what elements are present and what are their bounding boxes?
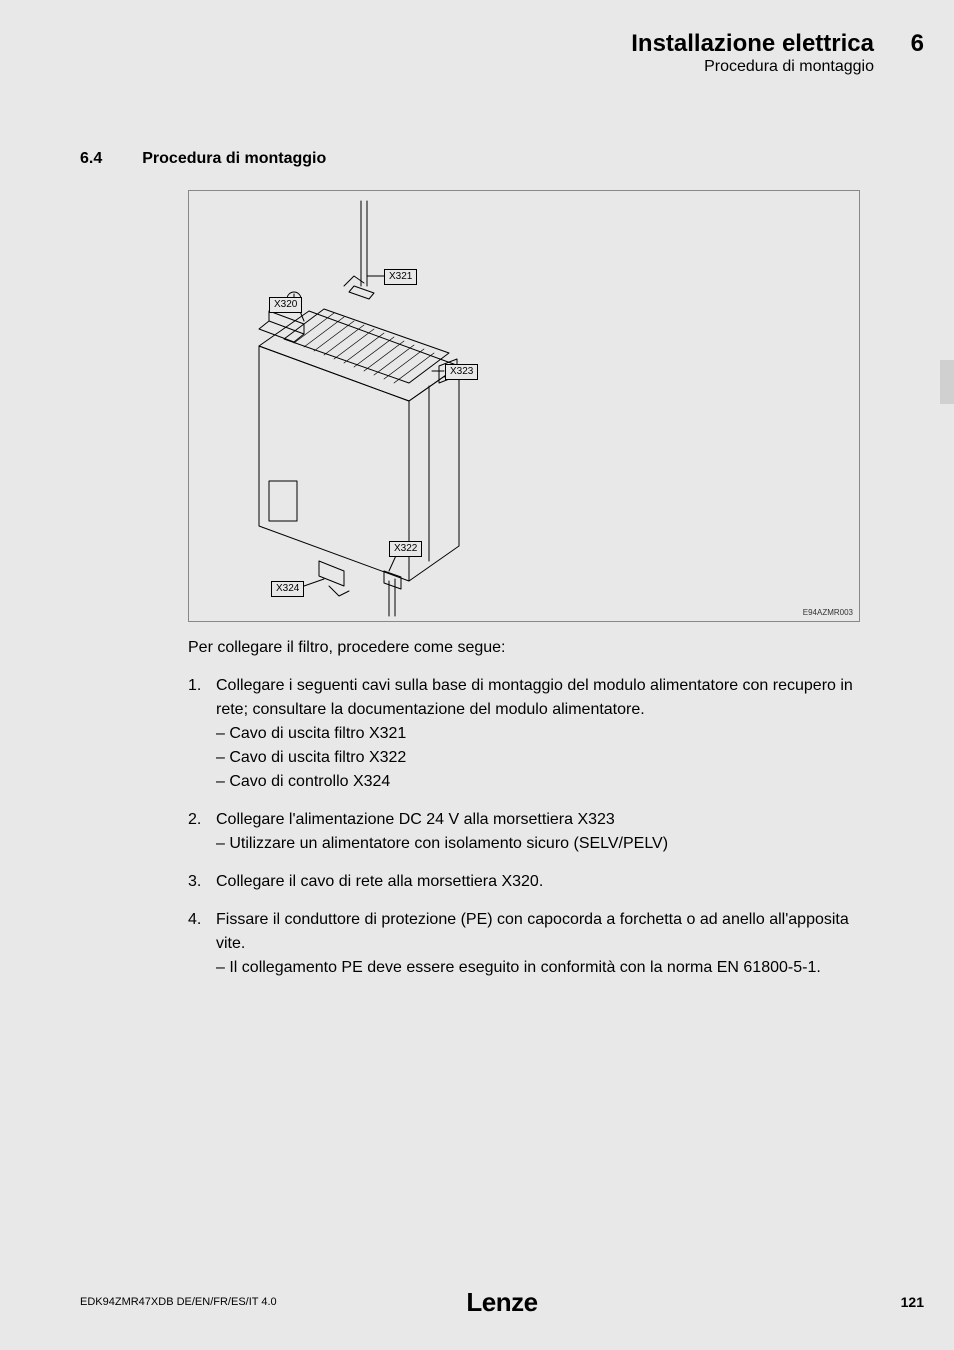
step-item: Collegare il cavo di rete alla morsettie…	[188, 870, 868, 894]
document-code: EDK94ZMR47XDB DE/EN/FR/ES/IT 4.0	[80, 1296, 277, 1308]
brand-logo: Lenze	[466, 1287, 537, 1318]
step-sub: Cavo di uscita filtro X321	[216, 722, 868, 746]
page-tab-marker	[940, 360, 954, 404]
page-number: 121	[901, 1294, 924, 1310]
step-item: Collegare i seguenti cavi sulla base di …	[188, 674, 868, 794]
label-x323: X323	[445, 364, 478, 380]
step-text: Collegare il cavo di rete alla morsettie…	[216, 873, 543, 890]
step-item: Fissare il conduttore di protezione (PE)…	[188, 908, 868, 980]
step-item: Collegare l'alimentazione DC 24 V alla m…	[188, 808, 868, 856]
step-list: Collegare i seguenti cavi sulla base di …	[188, 674, 868, 980]
body-content: Per collegare il filtro, procedere come …	[188, 636, 868, 994]
intro-text: Per collegare il filtro, procedere come …	[188, 636, 868, 660]
step-sub: Cavo di controllo X324	[216, 770, 868, 794]
label-x324: X324	[271, 581, 304, 597]
step-text: Fissare il conduttore di protezione (PE)…	[216, 911, 849, 952]
chapter-title: Installazione elettrica	[631, 30, 874, 58]
step-text: Collegare l'alimentazione DC 24 V alla m…	[216, 811, 615, 828]
label-x320: X320	[269, 297, 302, 313]
figure-code: E94AZMR003	[803, 608, 853, 617]
step-sub: Cavo di uscita filtro X322	[216, 746, 868, 770]
chapter-number: 6	[911, 30, 924, 58]
step-sub: Il collegamento PE deve essere eseguito …	[216, 956, 868, 980]
step-sub: Utilizzare un alimentatore con isolament…	[216, 832, 868, 856]
label-x322: X322	[389, 541, 422, 557]
wiring-diagram: X321 X320 X323 X322 X324 E94AZMR003	[188, 190, 860, 622]
section-title: Procedura di montaggio	[142, 150, 326, 168]
device-drawing	[189, 191, 859, 621]
step-text: Collegare i seguenti cavi sulla base di …	[216, 677, 853, 718]
label-x321: X321	[384, 269, 417, 285]
section-number: 6.4	[80, 150, 102, 168]
chapter-subtitle: Procedura di montaggio	[631, 58, 874, 76]
